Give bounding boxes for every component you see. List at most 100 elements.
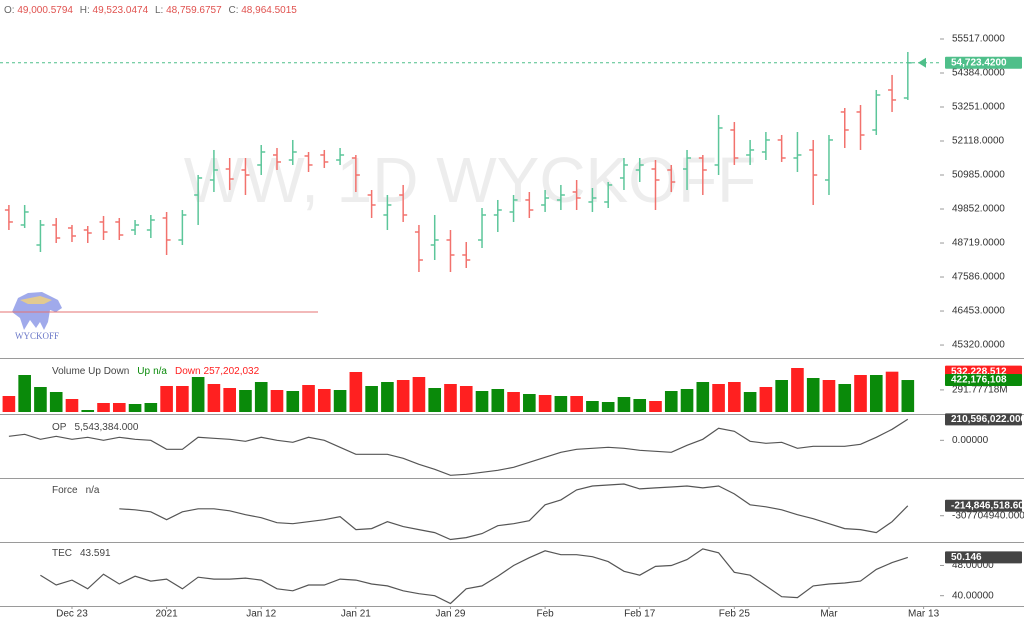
x-tick-label: Jan 12 [246,609,276,619]
value-badge-label: 54,723.4200 [951,57,1007,68]
volume-bar [34,387,47,412]
volume-bar [649,401,662,412]
volume-bar [18,375,31,412]
y-tick-label: 50985.0000 [952,170,1005,181]
header-value: 49,000.5794 [17,5,73,16]
volume-bar [869,375,883,412]
volume-bar [270,390,284,412]
header-key: O: [4,5,15,16]
x-tick-label: Feb [536,609,554,619]
volume-bar [507,392,520,412]
volume-bar [538,395,552,412]
volume-bar [302,385,315,412]
volume-bar [191,377,205,412]
volume-bar [664,391,678,412]
volume-bar [365,386,378,412]
value-badge [945,374,1022,387]
legend-value: 43.591 [80,548,111,559]
volume-bar [318,389,331,412]
legend-value: n/a [153,366,167,377]
volume-bar [239,390,252,412]
value-badge-label: -214,846,518.600 [951,500,1024,511]
panel-legend: OP 5,543,384.000 [52,422,139,433]
x-tick-label: Mar 13 [908,609,940,619]
panel-legend: Force n/a [52,485,100,496]
volume-bar [49,392,63,412]
legend-title: Volume Up Down [52,366,129,377]
panel-legend: TEC 43.591 [52,548,111,559]
volume-bar [176,386,189,412]
volume-bar [743,392,757,412]
volume-bar [65,399,79,412]
value-badge-label: 210,596,022.000 [951,414,1024,425]
logo-text: WYCKOFF [15,331,59,341]
logo: WYCKOFF [12,292,62,341]
volume-bar [712,384,725,412]
value-badge [945,499,1022,512]
value-badge [945,56,1022,69]
volume-bar [254,382,268,412]
legend-title: OP [52,422,67,433]
volume-bar [633,399,647,412]
volume-bar [617,397,631,412]
volume-bar [523,394,536,412]
indicator-line [40,548,908,605]
volume-bar [459,386,473,412]
volume-bar [475,391,489,412]
volume-bar [412,377,426,412]
volume-bar [491,389,505,412]
volume-bar [396,380,410,412]
volume-bar [885,371,899,412]
x-tick-label: Feb 25 [719,609,751,619]
y-tick-label: 48719.0000 [952,238,1005,249]
x-tick-label: Feb 17 [624,609,656,619]
volume-bar [81,410,95,412]
legend-value: 257,202,032 [204,366,260,377]
legend-value: n/a [86,485,100,496]
y-tick-label: 53251.0000 [952,102,1005,113]
legend-entry: Up [137,366,150,377]
y-tick-label: 46453.0000 [952,306,1005,317]
volume-bar [680,389,694,412]
volume-bar [838,384,852,412]
volume-bar [2,396,16,412]
legend-value: 5,543,384.000 [74,422,138,433]
value-badge [945,413,1022,426]
x-tick-label: Jan 29 [435,609,465,619]
volume-bar [854,375,867,412]
indicator-line [119,483,909,541]
volume-bar [728,382,741,412]
volume-bar [112,403,126,412]
value-badge-label: 50.146 [951,552,982,563]
legend-title: TEC [52,548,72,559]
legend-entry: Down [175,366,201,377]
volume-bar [601,402,615,412]
x-tick-label: 2021 [155,609,178,619]
volume-bar [428,388,442,412]
volume-bar [901,380,915,412]
volume-bar [554,396,568,412]
header-value: 49,523.0474 [93,5,149,16]
volume-bar [586,401,599,412]
volume-bar [806,378,820,412]
volume-bar [128,404,142,412]
header-key: H: [80,5,90,16]
volume-bar [333,390,347,412]
panel-legend: Volume Up Down Up n/a Down 257,202,032 [52,366,260,377]
header-key: L: [155,5,163,16]
volume-bar [570,396,583,412]
volume-bar [286,391,300,412]
volume-bar [775,380,788,412]
x-tick-label: Dec 23 [56,609,88,619]
y-tick-label: 52118.0000 [952,136,1005,147]
value-badge [945,551,1022,564]
y-tick-label: 47586.0000 [952,272,1005,283]
last-price-marker [918,57,926,68]
volume-bar [349,372,363,412]
header-value: 48,759.6757 [166,5,222,16]
y-tick-label: 291.77718M [952,385,1008,396]
volume-bar [791,368,804,412]
y-tick-label: -307704940.0000 [952,510,1024,521]
y-tick-label: 45320.0000 [952,340,1005,351]
